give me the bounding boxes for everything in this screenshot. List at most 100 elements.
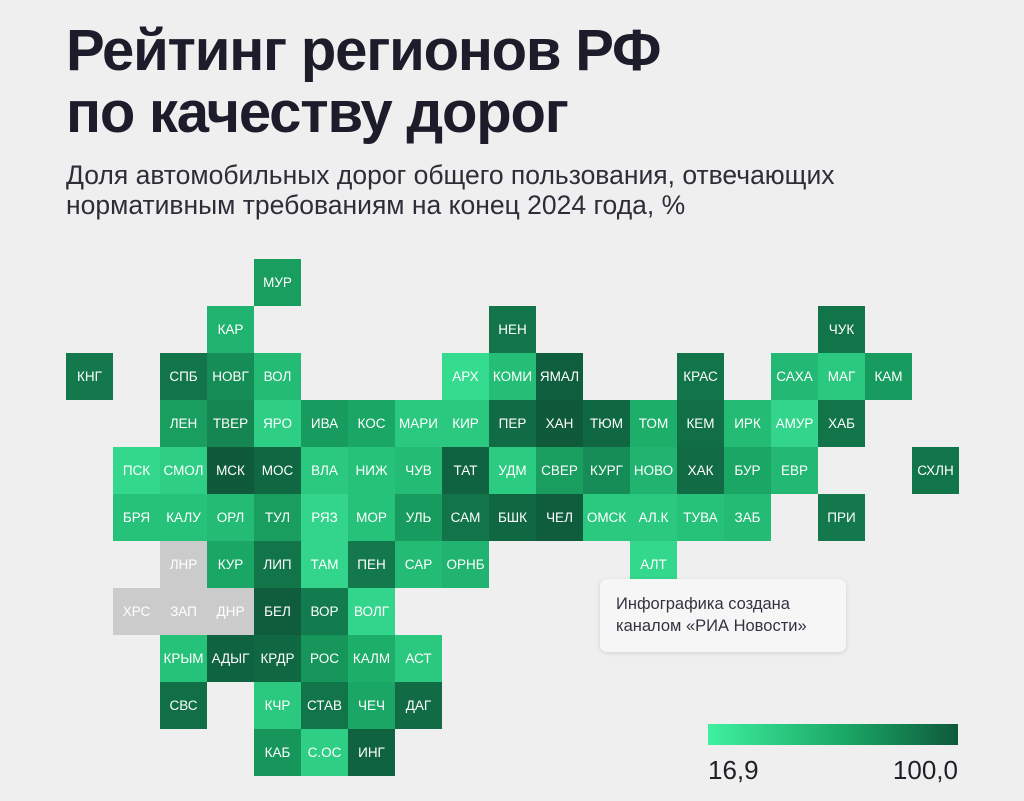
region-tile: КНГ [66, 353, 113, 400]
region-tile: РОС [301, 635, 348, 682]
region-tile: КАЛМ [348, 635, 395, 682]
region-tile: МАРИ [395, 400, 442, 447]
region-tile: ВОЛ [254, 353, 301, 400]
region-tile: ЛНР [160, 541, 207, 588]
region-tile: КРЫМ [160, 635, 207, 682]
region-tile: НОВО [630, 447, 677, 494]
region-tile: НИЖ [348, 447, 395, 494]
region-tile: БШК [489, 494, 536, 541]
region-tile: ХРС [113, 588, 160, 635]
region-tile: КАМ [865, 353, 912, 400]
region-tile: КУР [207, 541, 254, 588]
region-tile: ЧУК [818, 306, 865, 353]
region-tile: ТАМ [301, 541, 348, 588]
title-line-1: Рейтинг регионов РФ [66, 18, 662, 83]
region-tile: ЗАБ [724, 494, 771, 541]
region-tile: КОМИ [489, 353, 536, 400]
region-tile: БУР [724, 447, 771, 494]
region-tile: КАР [207, 306, 254, 353]
region-tile: КЕМ [677, 400, 724, 447]
region-tile: НОВГ [207, 353, 254, 400]
region-tile: КОС [348, 400, 395, 447]
credit-note-line-2: каналом «РИА Новости» [616, 617, 807, 635]
region-tile: ЗАП [160, 588, 207, 635]
region-tile: ЛЕН [160, 400, 207, 447]
region-tile: ИРК [724, 400, 771, 447]
region-tile: ХАН [536, 400, 583, 447]
page-title: Рейтинг регионов РФ по качеству дорог [66, 20, 966, 144]
region-tile: КРДР [254, 635, 301, 682]
credit-note: Инфографика создана каналом «РИА Новости… [600, 579, 846, 652]
region-tile: ПЕР [489, 400, 536, 447]
legend-max-label: 100,0 [892, 755, 958, 785]
region-tile: С.ОС [301, 729, 348, 776]
subtitle-line-1: Доля автомобильных дорог общего пользова… [66, 160, 835, 190]
region-tile: КИР [442, 400, 489, 447]
region-tile: ДНР [207, 588, 254, 635]
region-tile: ИВА [301, 400, 348, 447]
region-tile: БРЯ [113, 494, 160, 541]
region-tile: ТЮМ [583, 400, 630, 447]
region-tile: ПСК [113, 447, 160, 494]
region-tile: УДМ [489, 447, 536, 494]
region-tile: УЛЬ [395, 494, 442, 541]
region-tile: НЕН [489, 306, 536, 353]
region-tile: ДАГ [395, 682, 442, 729]
region-tile: ЧЕЛ [536, 494, 583, 541]
region-tile: ЛИП [254, 541, 301, 588]
region-tile: МОС [254, 447, 301, 494]
region-tile: ОРНБ [442, 541, 489, 588]
region-tile: РЯЗ [301, 494, 348, 541]
region-tile: ТОМ [630, 400, 677, 447]
region-tile: ПРИ [818, 494, 865, 541]
region-tile: ВОР [301, 588, 348, 635]
title-line-2: по качеству дорог [66, 80, 569, 145]
region-tile: САМ [442, 494, 489, 541]
region-tile: МАГ [818, 353, 865, 400]
region-tile: САХА [771, 353, 818, 400]
legend-min-label: 16,9 [708, 755, 759, 785]
region-tile: ТУЛ [254, 494, 301, 541]
region-tile: АДЫГ [207, 635, 254, 682]
region-tile: ЯМАЛ [536, 353, 583, 400]
region-tile: СВЕР [536, 447, 583, 494]
region-tile: ВЛА [301, 447, 348, 494]
legend-gradient-bar [708, 724, 958, 745]
region-tile: ОРЛ [207, 494, 254, 541]
region-tile: КРАС [677, 353, 724, 400]
region-tile: КУРГ [583, 447, 630, 494]
credit-note-line-1: Инфографика создана [616, 595, 790, 613]
region-tile: МУР [254, 259, 301, 306]
region-tile: ЯРО [254, 400, 301, 447]
region-tile: ЧУВ [395, 447, 442, 494]
page-subtitle: Доля автомобильных дорог общего пользова… [66, 160, 966, 220]
region-tile: ТАТ [442, 447, 489, 494]
region-tile: ТУВА [677, 494, 724, 541]
region-tile: СВС [160, 682, 207, 729]
region-tile: СПБ [160, 353, 207, 400]
region-tile: МСК [207, 447, 254, 494]
region-tile: МОР [348, 494, 395, 541]
region-tile: ИНГ [348, 729, 395, 776]
region-tile: АСТ [395, 635, 442, 682]
region-tile: АМУР [771, 400, 818, 447]
region-tile: КАБ [254, 729, 301, 776]
region-tile: ХАБ [818, 400, 865, 447]
region-tile: ПЕН [348, 541, 395, 588]
region-tile: ЕВР [771, 447, 818, 494]
region-tile: СТАВ [301, 682, 348, 729]
region-tile: ТВЕР [207, 400, 254, 447]
region-tile: ОМСК [583, 494, 630, 541]
region-tile: КАЛУ [160, 494, 207, 541]
region-tile: БЕЛ [254, 588, 301, 635]
region-tile: ВОЛГ [348, 588, 395, 635]
region-tile: АЛ.К [630, 494, 677, 541]
region-tile: СХЛН [912, 447, 959, 494]
region-tile: САР [395, 541, 442, 588]
region-tile: КЧР [254, 682, 301, 729]
subtitle-line-2: нормативным требованиям на конец 2024 го… [66, 190, 686, 220]
region-tile: АРХ [442, 353, 489, 400]
region-tile: СМОЛ [160, 447, 207, 494]
region-tile: ЧЕЧ [348, 682, 395, 729]
